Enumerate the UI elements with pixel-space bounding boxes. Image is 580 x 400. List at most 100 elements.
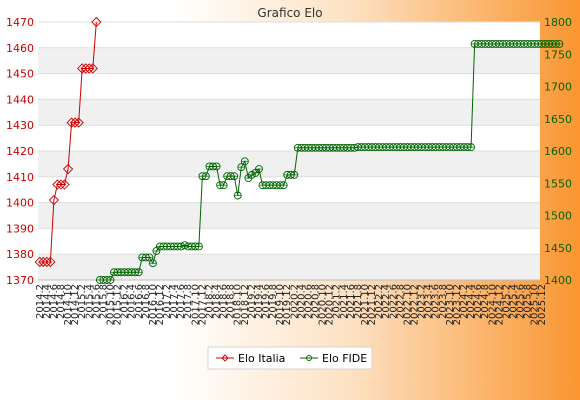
legend-marker (306, 355, 312, 361)
x-tick-label: 2018.12 (240, 284, 251, 325)
x-tick-label: 2021.4 (339, 284, 350, 319)
left-tick-label: 1460 (6, 42, 34, 55)
x-tick-label: 2023.8 (438, 284, 449, 319)
x-tick-label: 2020.8 (311, 284, 322, 319)
x-tick-label: 2019.8 (268, 284, 279, 319)
x-tick-label: 2015.2 (77, 284, 88, 319)
x-tick-label: 2019.2 (247, 284, 258, 319)
x-tick-label: 2015.12 (113, 284, 124, 325)
x-tick-label: 2020.2 (289, 284, 300, 319)
data-point (55, 179, 67, 190)
x-tick-label: 2022.8 (395, 284, 406, 319)
x-tick-label: 2015.10 (105, 284, 116, 325)
right-tick-label: 1400 (544, 274, 572, 287)
x-tick-label: 2016.8 (141, 284, 152, 319)
data-point (87, 63, 98, 74)
legend: Elo Italia Elo FIDE (207, 346, 373, 370)
x-tick-label: 2015.8 (98, 284, 109, 319)
data-point (59, 179, 70, 190)
x-tick-label: 2023.12 (452, 284, 463, 325)
data-point (62, 163, 74, 175)
x-tick-label: 2024.12 (494, 284, 505, 325)
right-tick-label: 1700 (544, 81, 572, 94)
x-tick-label: 2022.12 (410, 284, 421, 325)
x-tick-label: 2025.6 (516, 284, 527, 319)
x-tick-label: 2021.2 (332, 284, 343, 319)
left-tick-label: 1440 (6, 93, 34, 106)
data-point (52, 179, 63, 190)
right-tick-label: 1650 (544, 113, 572, 126)
x-tick-label: 2018.2 (204, 284, 215, 319)
x-tick-label: 2015.4 (84, 284, 95, 319)
x-tick-label: 2018.6 (219, 284, 230, 319)
x-tick-label: 2014.4 (42, 284, 53, 319)
x-tick-label: 2017.10 (190, 284, 201, 325)
x-tick-label: 2025.10 (530, 284, 541, 325)
data-point (84, 63, 95, 74)
grid-band (38, 47, 540, 74)
x-tick-label: 2024.8 (480, 284, 491, 319)
x-tick-label: 2019.6 (261, 284, 272, 319)
x-tick-label: 2019.12 (282, 284, 293, 325)
x-tick-label: 2020.12 (325, 284, 336, 325)
right-tick-label: 1550 (544, 177, 572, 190)
series-elo-italia (34, 16, 102, 268)
x-tick-label: 2014.12 (70, 284, 81, 325)
x-tick-label: 2025.2 (501, 284, 512, 319)
legend-marker (221, 354, 229, 362)
x-tick-label: 2017.4 (169, 284, 180, 319)
x-tick-label: 2014.10 (63, 284, 74, 325)
legend-label: Elo FIDE (322, 352, 367, 365)
right-tick-label: 1450 (544, 242, 572, 255)
x-tick-label: 2016.10 (148, 284, 159, 325)
x-tick-label: 2022.4 (381, 284, 392, 319)
data-point (73, 117, 84, 128)
left-axis: 1370 1380 1390 1400 1410 1420 1430 1440 1450 1460… (6, 16, 34, 287)
grid-band (38, 151, 540, 177)
x-tick-label: 2023.10 (445, 284, 456, 325)
grid-band (38, 99, 540, 126)
chart-title: Grafico Elo (257, 6, 322, 20)
x-tick-label: 2021.8 (353, 284, 364, 319)
x-tick-label: 2016.12 (155, 284, 166, 325)
x-axis: 2014.22014.42014.62014.82014.102014.1220… (35, 279, 548, 325)
x-tick-label: 2019.10 (275, 284, 286, 325)
x-tick-label: 2017.8 (183, 284, 194, 319)
x-tick-label: 2017.2 (162, 284, 173, 319)
right-tick-label: 1750 (544, 48, 572, 61)
x-tick-label: 2016.2 (120, 284, 131, 319)
x-tick-label: 2019.4 (254, 284, 265, 319)
legend-item: Elo FIDE (300, 352, 367, 365)
left-tick-label: 1410 (6, 171, 34, 184)
x-tick-label: 2021.10 (360, 284, 371, 325)
data-point (45, 256, 56, 268)
right-axis: 1400 1450 1500 1550 1600 1650 1700 1750 1800 (544, 16, 572, 287)
left-tick-label: 1430 (6, 119, 34, 132)
left-tick-label: 1470 (6, 16, 34, 29)
x-tick-label: 2015.6 (91, 284, 102, 319)
x-tick-label: 2016.4 (127, 284, 138, 319)
data-point (80, 63, 91, 74)
x-tick-label: 2022.6 (388, 284, 399, 319)
x-tick-label: 2020.10 (318, 284, 329, 325)
x-tick-label: 2020.6 (303, 284, 314, 319)
legend-box (207, 346, 373, 370)
x-tick-label: 2021.6 (346, 284, 357, 319)
x-tick-label: 2018.8 (226, 284, 237, 319)
left-tick-label: 1370 (6, 274, 34, 287)
x-tick-label: 2025.8 (523, 284, 534, 319)
data-point (34, 256, 45, 268)
grid-band (38, 202, 540, 229)
data-point (91, 16, 102, 28)
x-tick-label: 2021.12 (367, 284, 378, 325)
left-tick-label: 1420 (6, 145, 34, 158)
data-point (38, 256, 49, 268)
data-point (77, 63, 88, 74)
x-tick-label: 2014.8 (56, 284, 67, 319)
x-tick-label: 2018.10 (233, 284, 244, 325)
x-tick-label: 2020.4 (296, 284, 307, 319)
x-tick-label: 2023.6 (431, 284, 442, 319)
x-tick-label: 2016.6 (134, 284, 145, 319)
